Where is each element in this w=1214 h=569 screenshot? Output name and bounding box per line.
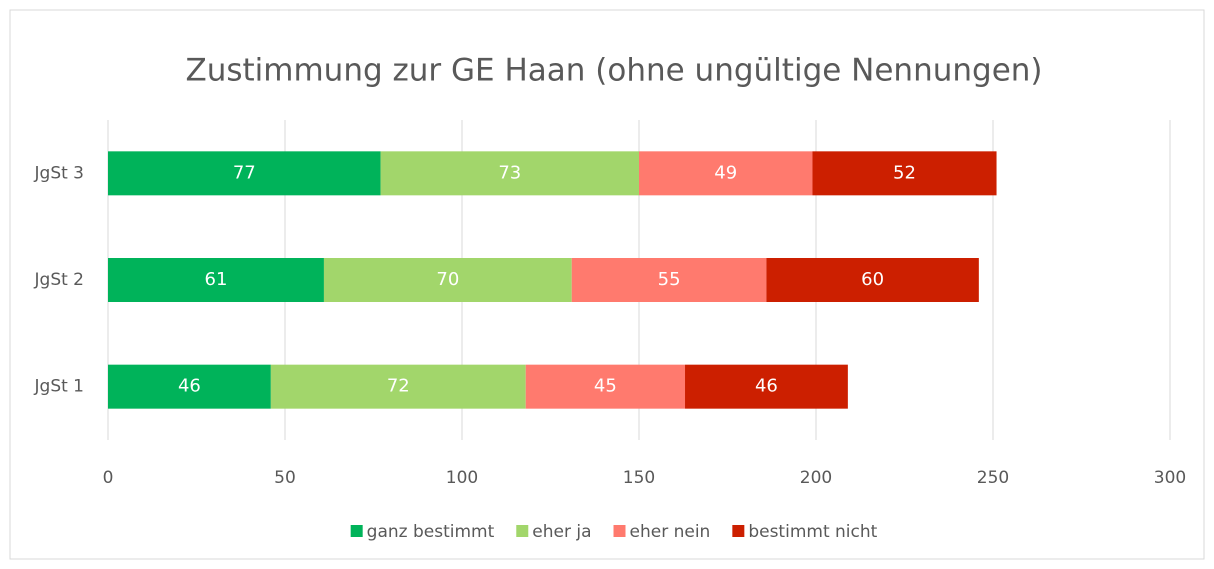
bar-segment xyxy=(108,258,324,302)
y-tick-label: JgSt 1 xyxy=(34,377,84,397)
data-label: 46 xyxy=(178,376,201,397)
data-label: 61 xyxy=(205,269,228,290)
bar-segment xyxy=(525,364,686,409)
legend-item: eher nein xyxy=(613,522,711,542)
data-label: 72 xyxy=(387,376,410,397)
bar-segment xyxy=(639,151,813,196)
chart-title: Zustimmung zur GE Haan (ohne ungültige N… xyxy=(185,53,1042,89)
data-label: 45 xyxy=(594,376,617,397)
legend-item: bestimmt nicht xyxy=(732,522,878,542)
x-tick-label: 300 xyxy=(1154,468,1186,488)
data-label: 49 xyxy=(714,162,737,183)
bar-segment xyxy=(571,258,767,302)
legend-swatch xyxy=(350,525,363,537)
legend-label: ganz bestimmt xyxy=(367,522,495,542)
data-label: 60 xyxy=(861,269,884,290)
x-tick-label: 250 xyxy=(977,468,1009,488)
x-tick-label: 50 xyxy=(274,468,296,488)
bar-segment xyxy=(685,364,848,409)
y-tick-label: JgSt 3 xyxy=(34,163,84,183)
x-tick-label: 200 xyxy=(800,468,832,488)
bar-segment xyxy=(323,258,572,302)
bar-segment xyxy=(108,364,271,409)
x-tick-label: 100 xyxy=(446,468,478,488)
x-tick-label: 0 xyxy=(103,468,114,488)
data-label: 77 xyxy=(233,162,256,183)
legend-label: eher nein xyxy=(630,522,711,542)
bar-segment xyxy=(270,364,526,409)
data-label: 70 xyxy=(436,269,459,290)
bar-segment xyxy=(812,151,997,196)
legend-swatch xyxy=(613,525,626,537)
legend-swatch xyxy=(732,525,745,537)
data-label: 46 xyxy=(755,376,778,397)
bar-segment xyxy=(380,151,639,196)
data-label: 55 xyxy=(658,269,681,290)
data-label: 73 xyxy=(498,162,521,183)
legend-item: eher ja xyxy=(516,522,592,542)
legend-item: ganz bestimmt xyxy=(350,522,495,542)
bar-segment xyxy=(766,258,979,302)
bar-segment xyxy=(108,151,381,196)
legend-label: eher ja xyxy=(532,522,591,542)
legend-label: bestimmt nicht xyxy=(748,522,877,542)
x-tick-label: 150 xyxy=(623,468,655,488)
legend-swatch xyxy=(516,525,529,537)
y-tick-label: JgSt 2 xyxy=(34,270,84,290)
data-label: 52 xyxy=(893,162,916,183)
